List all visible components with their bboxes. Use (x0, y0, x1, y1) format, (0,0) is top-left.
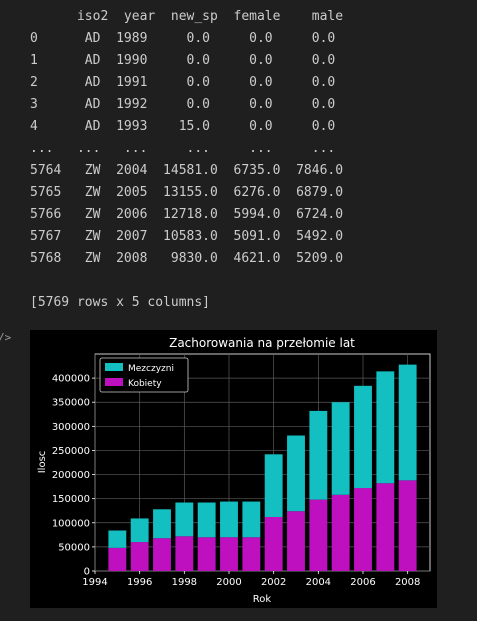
bar-women (220, 537, 238, 571)
bar-men (376, 371, 395, 484)
chart-figure: 1994 1996 1998 2000 2002 2004 2006 2008 0 50000 10… (30, 330, 437, 608)
x-tick-label: 1998 (172, 577, 197, 588)
y-tick-label: 150000 (52, 494, 90, 505)
legend-label-men: Mezczyzni (128, 364, 174, 374)
legend[interactable]: Mezczyzni Kobiety (99, 357, 189, 393)
dataframe-shape-note: [5769 rows x 5 columns] (30, 295, 211, 310)
bar-women (108, 547, 127, 571)
bar-men (354, 385, 372, 489)
bar-women (197, 537, 216, 571)
bar-women (130, 542, 149, 571)
bar-women (153, 538, 171, 571)
dataframe-header: iso2 year new_sp female male (30, 9, 344, 24)
bar-men (398, 364, 417, 481)
bar-men (331, 402, 350, 495)
bar-women (354, 488, 372, 571)
dataframe-row: 0 AD 1989 0.0 0.0 0.0 (30, 31, 336, 46)
x-tick-label: 2006 (350, 577, 375, 588)
y-tick-label: 400000 (52, 374, 90, 385)
output-prompt-icon[interactable]: /> (0, 331, 12, 344)
notebook-background-strip (0, 608, 477, 621)
dataframe-row: 5765 ZW 2005 13155.0 6276.0 6879.0 (30, 185, 344, 200)
bar-men (197, 502, 216, 538)
y-tick-label: 0 (84, 567, 90, 578)
y-axis-label: Ilosc (37, 451, 48, 474)
bar-women (264, 516, 283, 571)
bar-women (331, 494, 350, 571)
dataframe-output: iso2 year new_sp female male 0 AD 1989 0… (30, 6, 343, 314)
dataframe-row: 4 AD 1993 15.0 0.0 0.0 (30, 119, 336, 134)
bar-men (153, 509, 171, 539)
x-axis-label: Rok (253, 594, 272, 605)
bar-women (287, 511, 305, 571)
y-tick-label: 200000 (52, 470, 90, 481)
bar-men (175, 502, 194, 537)
x-tick-label: 2002 (261, 577, 286, 588)
chart-title: Zachorowania na przełomie lat (169, 336, 355, 350)
x-tick-label: 2008 (395, 577, 420, 588)
axes: 1994 1996 1998 2000 2002 2004 2006 2008 0 50000 10… (52, 374, 421, 588)
dataframe-ellipsis-row: ... ... ... ... ... ... (30, 141, 336, 156)
dataframe-row: 5764 ZW 2004 14581.0 6735.0 7846.0 (30, 163, 344, 178)
dataframe-row: 5767 ZW 2007 10583.0 5091.0 5492.0 (30, 229, 344, 244)
bar-women (242, 537, 261, 571)
bar-men (242, 501, 261, 538)
bar-women (398, 480, 417, 571)
dataframe-row: 1 AD 1990 0.0 0.0 0.0 (30, 53, 336, 68)
y-tick-label: 100000 (52, 518, 90, 529)
stacked-bar-chart: 1994 1996 1998 2000 2002 2004 2006 2008 0 50000 10… (37, 336, 431, 605)
x-tick-label: 2000 (216, 577, 241, 588)
legend-swatch-women (105, 378, 123, 386)
bar-men (287, 435, 305, 512)
bar-men (264, 454, 283, 517)
bar-men (220, 501, 238, 538)
y-tick-label: 250000 (52, 446, 90, 457)
bar-men (108, 530, 127, 548)
bar-women (175, 536, 194, 571)
y-tick-label: 350000 (52, 398, 90, 409)
x-tick-label: 1996 (127, 577, 152, 588)
dataframe-row: 5766 ZW 2006 12718.0 5994.0 6724.0 (30, 207, 344, 222)
bar-men (130, 518, 149, 543)
bar-women (309, 499, 328, 571)
y-tick-label: 50000 (58, 542, 90, 553)
legend-label-women: Kobiety (128, 379, 162, 389)
dataframe-row: 2 AD 1991 0.0 0.0 0.0 (30, 75, 336, 90)
bar-women (376, 483, 395, 571)
x-tick-label: 2004 (306, 577, 331, 588)
dataframe-row: 3 AD 1992 0.0 0.0 0.0 (30, 97, 336, 112)
x-tick-label: 1994 (82, 577, 107, 588)
legend-swatch-men (105, 363, 123, 371)
y-tick-label: 300000 (52, 422, 90, 433)
bars (108, 364, 417, 571)
bar-men (309, 410, 328, 500)
dataframe-row: 5768 ZW 2008 9830.0 4621.0 5209.0 (30, 251, 344, 266)
